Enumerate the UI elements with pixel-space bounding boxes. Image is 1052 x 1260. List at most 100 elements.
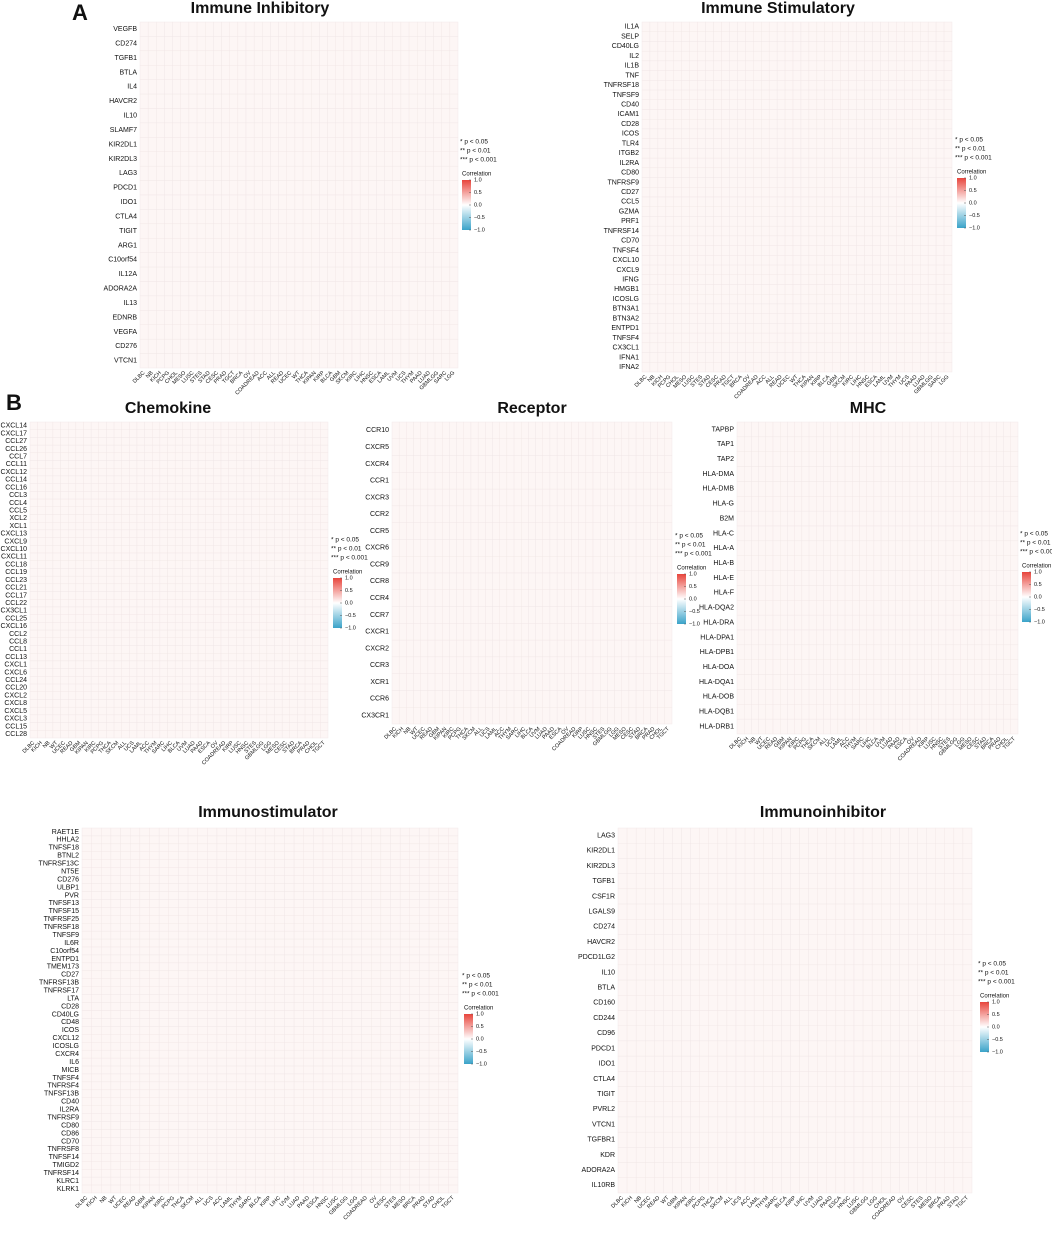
heatmap-cell bbox=[188, 151, 198, 167]
heatmap-cell bbox=[327, 238, 336, 253]
heatmap-cell bbox=[83, 691, 92, 700]
heatmap-cell bbox=[864, 99, 873, 110]
heatmap-cell bbox=[441, 209, 451, 225]
heatmap-cell bbox=[205, 491, 214, 500]
heatmap-cell bbox=[83, 629, 92, 639]
heatmap-cell bbox=[113, 529, 122, 538]
heatmap-cell bbox=[888, 264, 897, 275]
heatmap-cell bbox=[197, 514, 206, 523]
heatmap-cell bbox=[245, 223, 255, 239]
heatmap-cell bbox=[492, 690, 500, 708]
heatmap-cell bbox=[800, 41, 810, 52]
heatmap-cell bbox=[492, 656, 500, 674]
heatmap-cell bbox=[681, 60, 690, 71]
heatmap-cell bbox=[935, 70, 945, 81]
heatmap-cell bbox=[68, 660, 77, 669]
heatmap-cell bbox=[391, 639, 400, 658]
heatmap-cell bbox=[649, 225, 659, 237]
heatmap-cell bbox=[705, 216, 714, 227]
heatmap-cell bbox=[37, 460, 46, 469]
heatmap-cell bbox=[571, 438, 579, 456]
heatmap-cell bbox=[121, 622, 130, 631]
heatmap-cell bbox=[139, 79, 149, 95]
heatmap-cell bbox=[904, 70, 913, 81]
heatmap-cell bbox=[927, 41, 937, 52]
heatmap-cell bbox=[904, 89, 913, 100]
heatmap-cell bbox=[376, 165, 385, 181]
heatmap-cell bbox=[144, 599, 153, 608]
heatmap-cell bbox=[792, 206, 802, 217]
heatmap-cell bbox=[205, 714, 214, 723]
heatmap-cell bbox=[159, 660, 168, 669]
heatmap-cell bbox=[745, 362, 754, 373]
row-label: TNFRSF14 bbox=[604, 228, 640, 235]
heatmap-cell bbox=[60, 452, 69, 461]
heatmap-cell bbox=[943, 89, 953, 100]
significance-legend: * p < 0.05 bbox=[331, 537, 359, 544]
column-label: OV bbox=[742, 374, 752, 384]
heatmap-cell bbox=[433, 151, 442, 167]
heatmap-cell bbox=[673, 352, 682, 363]
heatmap-cell bbox=[167, 706, 176, 716]
heatmap-cell bbox=[506, 623, 515, 641]
heatmap-cell bbox=[243, 583, 252, 592]
heatmap-cell bbox=[229, 151, 239, 167]
heatmap-cell bbox=[912, 284, 921, 295]
heatmap-cell bbox=[245, 50, 255, 66]
heatmap-cell bbox=[319, 353, 328, 369]
heatmap-cell bbox=[294, 266, 304, 282]
heatmap-cell bbox=[278, 151, 287, 167]
row-label: IL2RA bbox=[620, 160, 640, 167]
heatmap-cell bbox=[60, 529, 69, 538]
heatmap-cell bbox=[641, 187, 651, 198]
heatmap-cell bbox=[657, 89, 667, 100]
heatmap-cell bbox=[106, 691, 115, 700]
row-label: ICOS bbox=[622, 131, 639, 138]
heatmap-cell bbox=[578, 707, 587, 725]
heatmap-cell bbox=[213, 353, 222, 369]
heatmap-cell bbox=[281, 653, 290, 662]
heatmap-cell bbox=[761, 274, 770, 285]
heatmap-cell bbox=[172, 353, 181, 369]
row-label: CXCL10 bbox=[1, 546, 28, 553]
heatmap-cell bbox=[927, 21, 937, 32]
heatmap-cell bbox=[713, 216, 722, 227]
heatmap-cell bbox=[129, 483, 138, 492]
heatmap-cell bbox=[274, 622, 283, 631]
heatmap-cell bbox=[649, 245, 659, 256]
heatmap-cell bbox=[159, 706, 168, 716]
heatmap-cell bbox=[713, 294, 722, 305]
heatmap-cell bbox=[542, 522, 551, 540]
heatmap-cell bbox=[106, 645, 115, 654]
heatmap-cell bbox=[449, 656, 457, 674]
heatmap-cell bbox=[840, 167, 849, 178]
heatmap-cell bbox=[912, 157, 921, 169]
column-label: ALL bbox=[764, 374, 775, 385]
heatmap-cell bbox=[578, 690, 587, 708]
heatmap-cell bbox=[912, 225, 921, 237]
heatmap-cell bbox=[136, 599, 145, 608]
heatmap-cell bbox=[83, 568, 92, 577]
heatmap-cell bbox=[83, 529, 92, 538]
heatmap-cell bbox=[592, 673, 601, 691]
heatmap-cell bbox=[824, 255, 833, 266]
heatmap-cell bbox=[413, 639, 421, 658]
heatmap-cell bbox=[449, 209, 459, 225]
heatmap-cell bbox=[289, 653, 298, 662]
heatmap-cell bbox=[872, 70, 881, 81]
heatmap-cell bbox=[643, 606, 651, 624]
heatmap-cell bbox=[776, 89, 786, 100]
heatmap-cell bbox=[129, 437, 138, 446]
heatmap-cell bbox=[98, 714, 107, 723]
heatmap-cell bbox=[205, 475, 214, 484]
heatmap-cell bbox=[776, 128, 786, 139]
heatmap-cell bbox=[136, 714, 145, 723]
heatmap-cell bbox=[351, 165, 361, 181]
heatmap-cell bbox=[180, 310, 190, 325]
heatmap-cell bbox=[167, 452, 176, 461]
heatmap-cell bbox=[904, 187, 913, 198]
heatmap-cell bbox=[129, 521, 138, 531]
heatmap-cell bbox=[673, 216, 682, 227]
heatmap-cell bbox=[681, 342, 690, 353]
heatmap-cell bbox=[136, 506, 145, 515]
